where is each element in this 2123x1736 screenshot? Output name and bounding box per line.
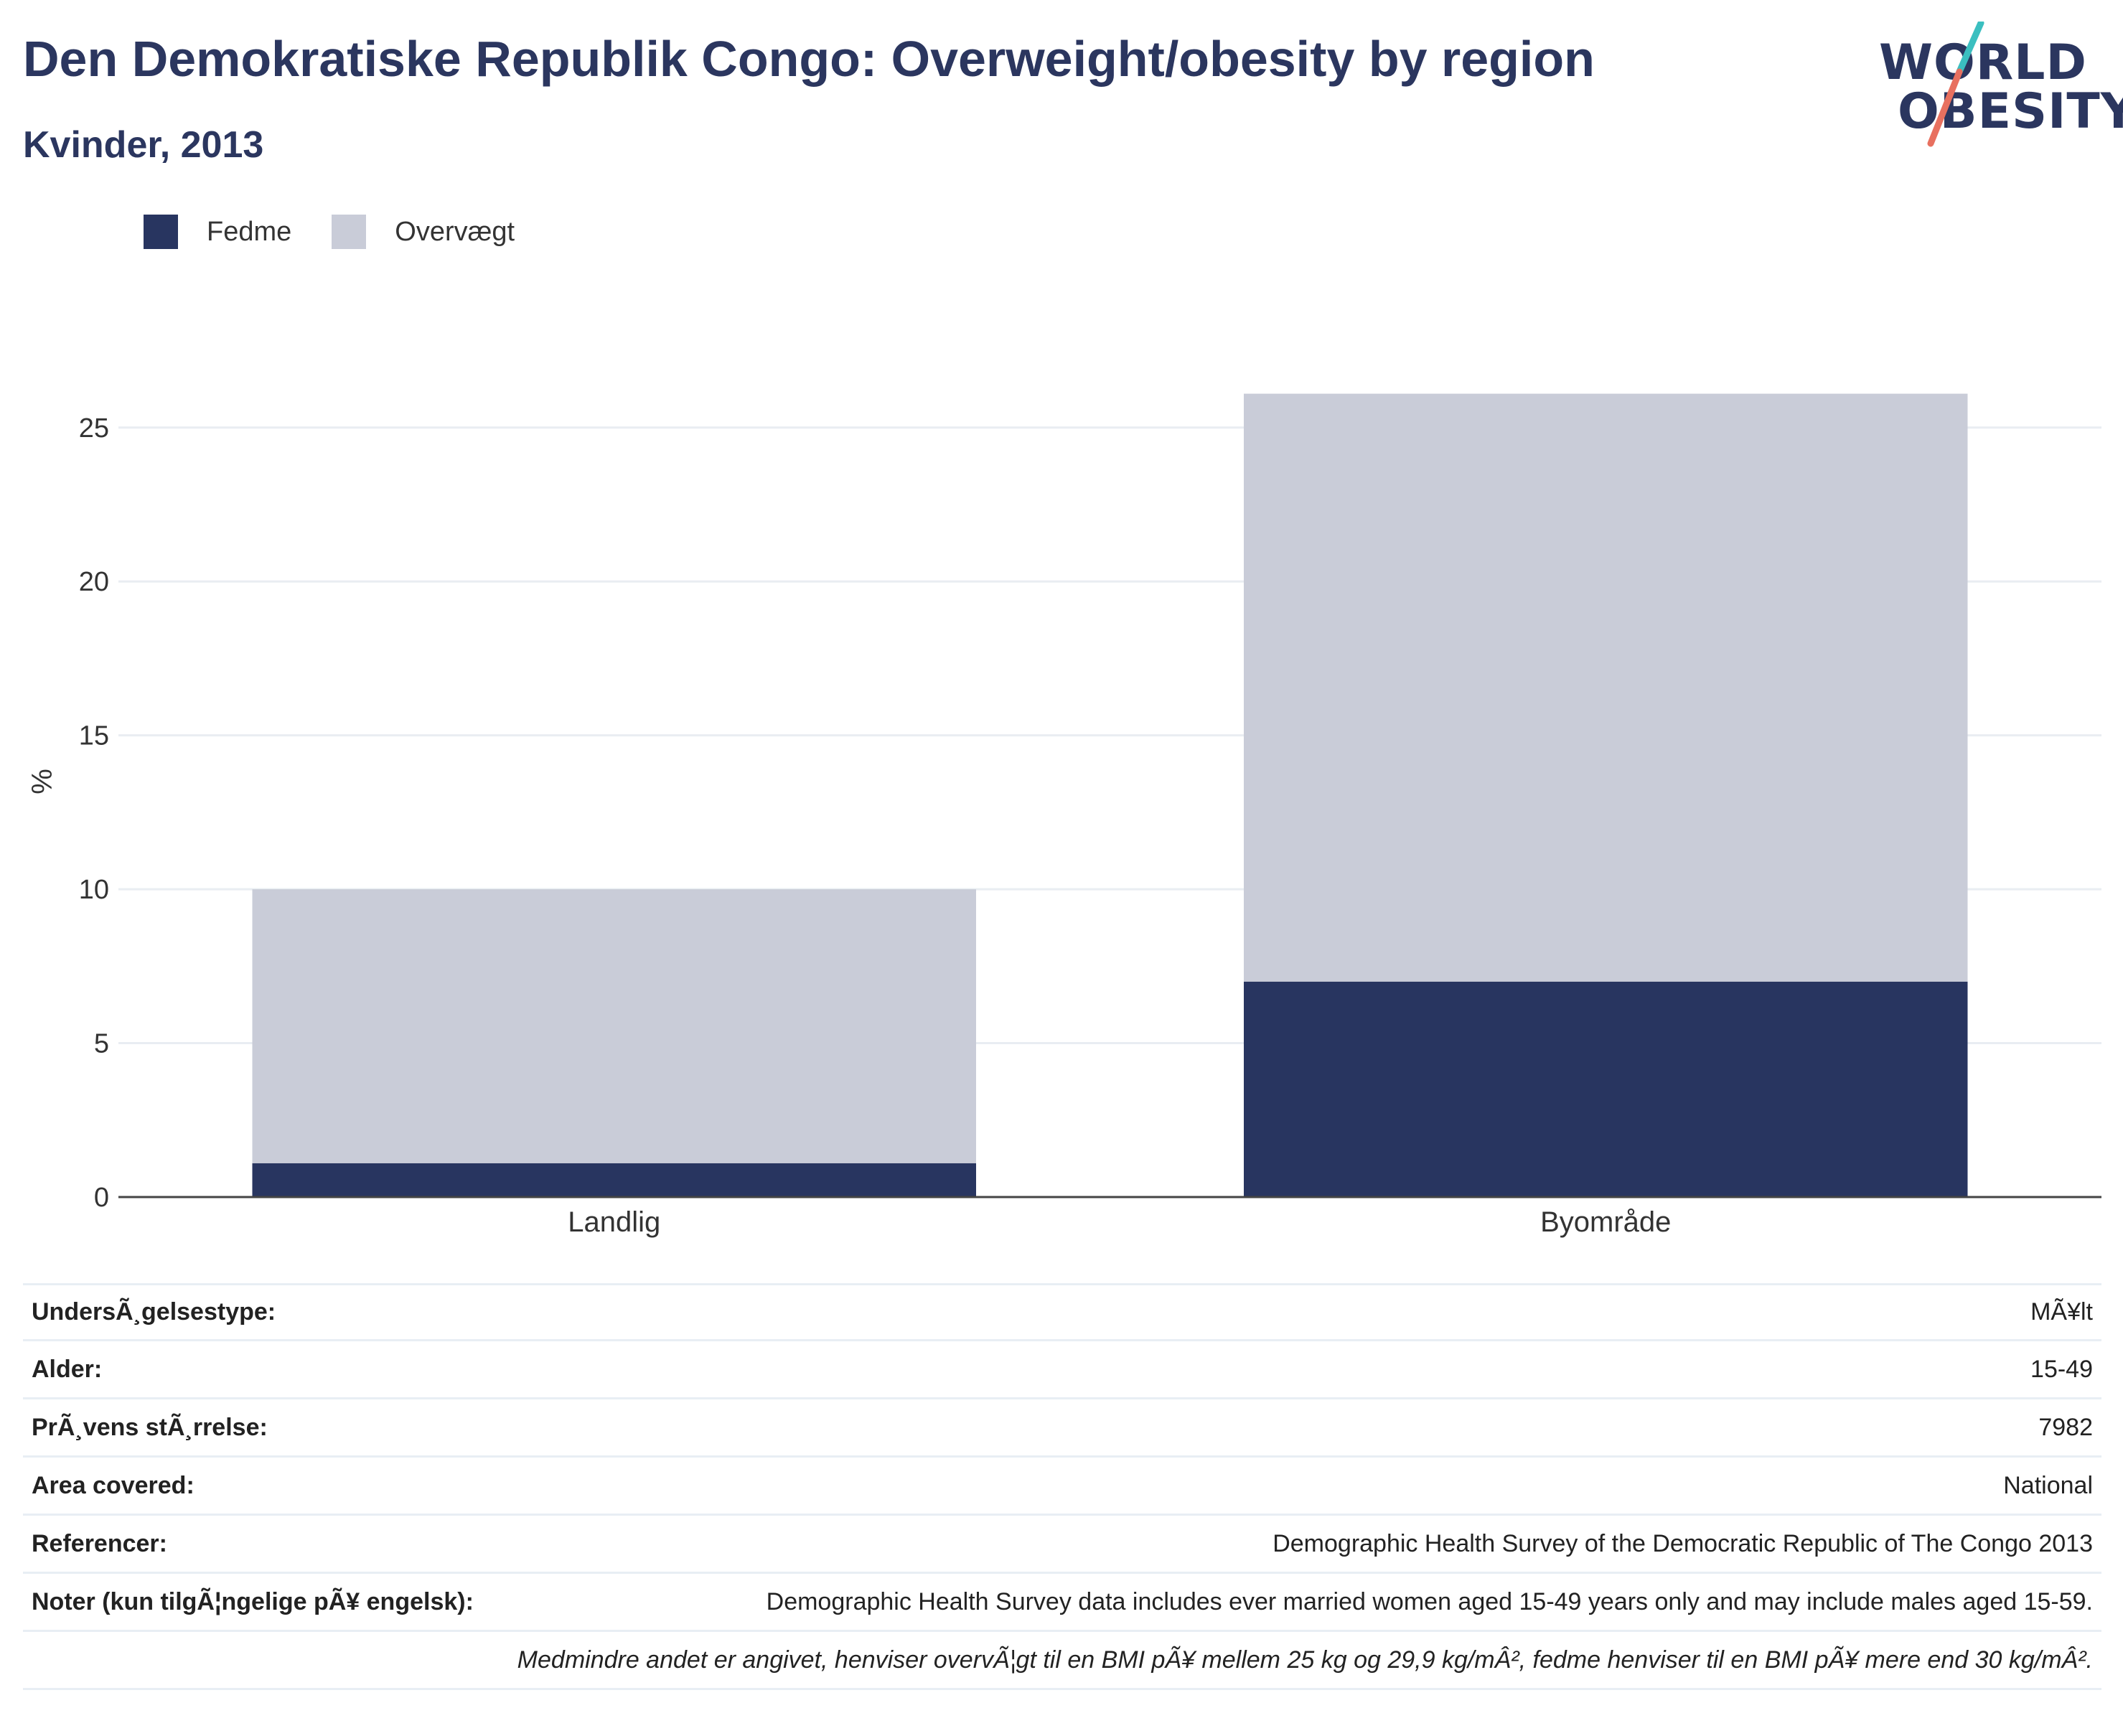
legend-swatch-fedme [144,215,178,249]
info-label: Noter (kun tilgÃ¦ngelige pÃ¥ engelsk): [32,1587,474,1615]
info-table: UndersÃ¸gelsestype: MÃ¥lt Alder: 15-49 P… [23,1283,2101,1690]
logo-word-world: WORLD [1879,34,2087,91]
y-tick-label: 5 [94,1029,109,1059]
legend-label-fedme: Fedme [207,216,292,247]
info-row: UndersÃ¸gelsestype: MÃ¥lt [23,1283,2101,1341]
bar-segment-overv-gt [1244,393,1968,982]
info-value: 15-49 [2030,1355,2093,1383]
legend-item-fedme[interactable]: Fedme [144,215,291,249]
chart-legend: Fedme Overvægt [144,214,555,250]
info-label: Alder: [32,1355,103,1383]
info-value: Demographic Health Survey of the Democra… [1273,1529,2093,1557]
info-row: Referencer: Demographic Health Survey of… [23,1516,2101,1574]
x-tick-label: Landlig [568,1206,660,1238]
bar-segment-overv-gt [252,889,976,1163]
logo-slash-icon [1927,22,1984,147]
y-tick-label: 20 [79,567,109,597]
info-label: Referencer: [32,1529,167,1557]
legend-item-overvaegt[interactable]: Overvægt [332,215,515,249]
world-obesity-logo: WORLD OBESITY [1873,22,2123,151]
info-row: Alder: 15-49 [23,1341,2101,1399]
y-tick-label: 10 [79,875,109,905]
info-value: MÃ¥lt [2030,1298,2093,1326]
info-value: 7982 [2038,1413,2093,1441]
y-axis-label: % [27,769,58,794]
info-row: Area covered: National [23,1458,2101,1516]
y-tick-label: 25 [79,413,109,444]
y-tick-label: 15 [79,721,109,751]
legend-swatch-overvaegt [332,215,367,249]
legend-label-overvaegt: Overvægt [395,216,515,247]
info-label: Area covered: [32,1471,195,1499]
bar-segment-fedme [1244,981,1968,1197]
info-row: Noter (kun tilgÃ¦ngelige pÃ¥ engelsk): D… [23,1574,2101,1632]
footnote-row: Medmindre andet er angivet, henviser ove… [23,1632,2101,1690]
info-value: National [2003,1471,2093,1499]
stacked-bar-chart: 0 5 10 15 20 25% Landlig Byområde [27,393,2101,1238]
footnote-text: Medmindre andet er angivet, henviser ove… [517,1646,2093,1674]
bar-segment-fedme [252,1163,976,1197]
chart-subtitle: Kvinder, 2013 [23,124,264,166]
chart-title: Den Demokratiske Republik Congo: Overwei… [23,31,1595,87]
info-row: PrÃ¸vens stÃ¸rrelse: 7982 [23,1399,2101,1458]
info-label: PrÃ¸vens stÃ¸rrelse: [32,1413,268,1441]
info-label: UndersÃ¸gelsestype: [32,1298,276,1326]
info-value: Demographic Health Survey data includes … [766,1587,2093,1615]
x-tick-label: Byområde [1540,1206,1671,1238]
y-tick-label: 0 [94,1183,109,1213]
